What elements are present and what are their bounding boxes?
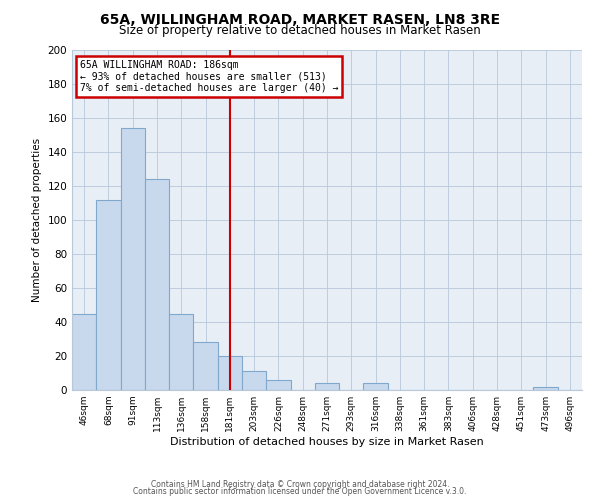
Bar bbox=[242, 372, 266, 390]
Bar bbox=[96, 200, 121, 390]
Bar bbox=[169, 314, 193, 390]
Text: 65A, WILLINGHAM ROAD, MARKET RASEN, LN8 3RE: 65A, WILLINGHAM ROAD, MARKET RASEN, LN8 … bbox=[100, 12, 500, 26]
X-axis label: Distribution of detached houses by size in Market Rasen: Distribution of detached houses by size … bbox=[170, 437, 484, 447]
Bar bbox=[218, 356, 242, 390]
Y-axis label: Number of detached properties: Number of detached properties bbox=[32, 138, 42, 302]
Text: Contains public sector information licensed under the Open Government Licence v.: Contains public sector information licen… bbox=[133, 487, 467, 496]
Bar bbox=[145, 179, 169, 390]
Bar bbox=[72, 314, 96, 390]
Bar bbox=[315, 383, 339, 390]
Bar bbox=[266, 380, 290, 390]
Bar bbox=[533, 386, 558, 390]
Bar bbox=[364, 383, 388, 390]
Bar bbox=[121, 128, 145, 390]
Text: Contains HM Land Registry data © Crown copyright and database right 2024.: Contains HM Land Registry data © Crown c… bbox=[151, 480, 449, 489]
Text: Size of property relative to detached houses in Market Rasen: Size of property relative to detached ho… bbox=[119, 24, 481, 37]
Bar bbox=[193, 342, 218, 390]
Text: 65A WILLINGHAM ROAD: 186sqm
← 93% of detached houses are smaller (513)
7% of sem: 65A WILLINGHAM ROAD: 186sqm ← 93% of det… bbox=[80, 60, 338, 94]
